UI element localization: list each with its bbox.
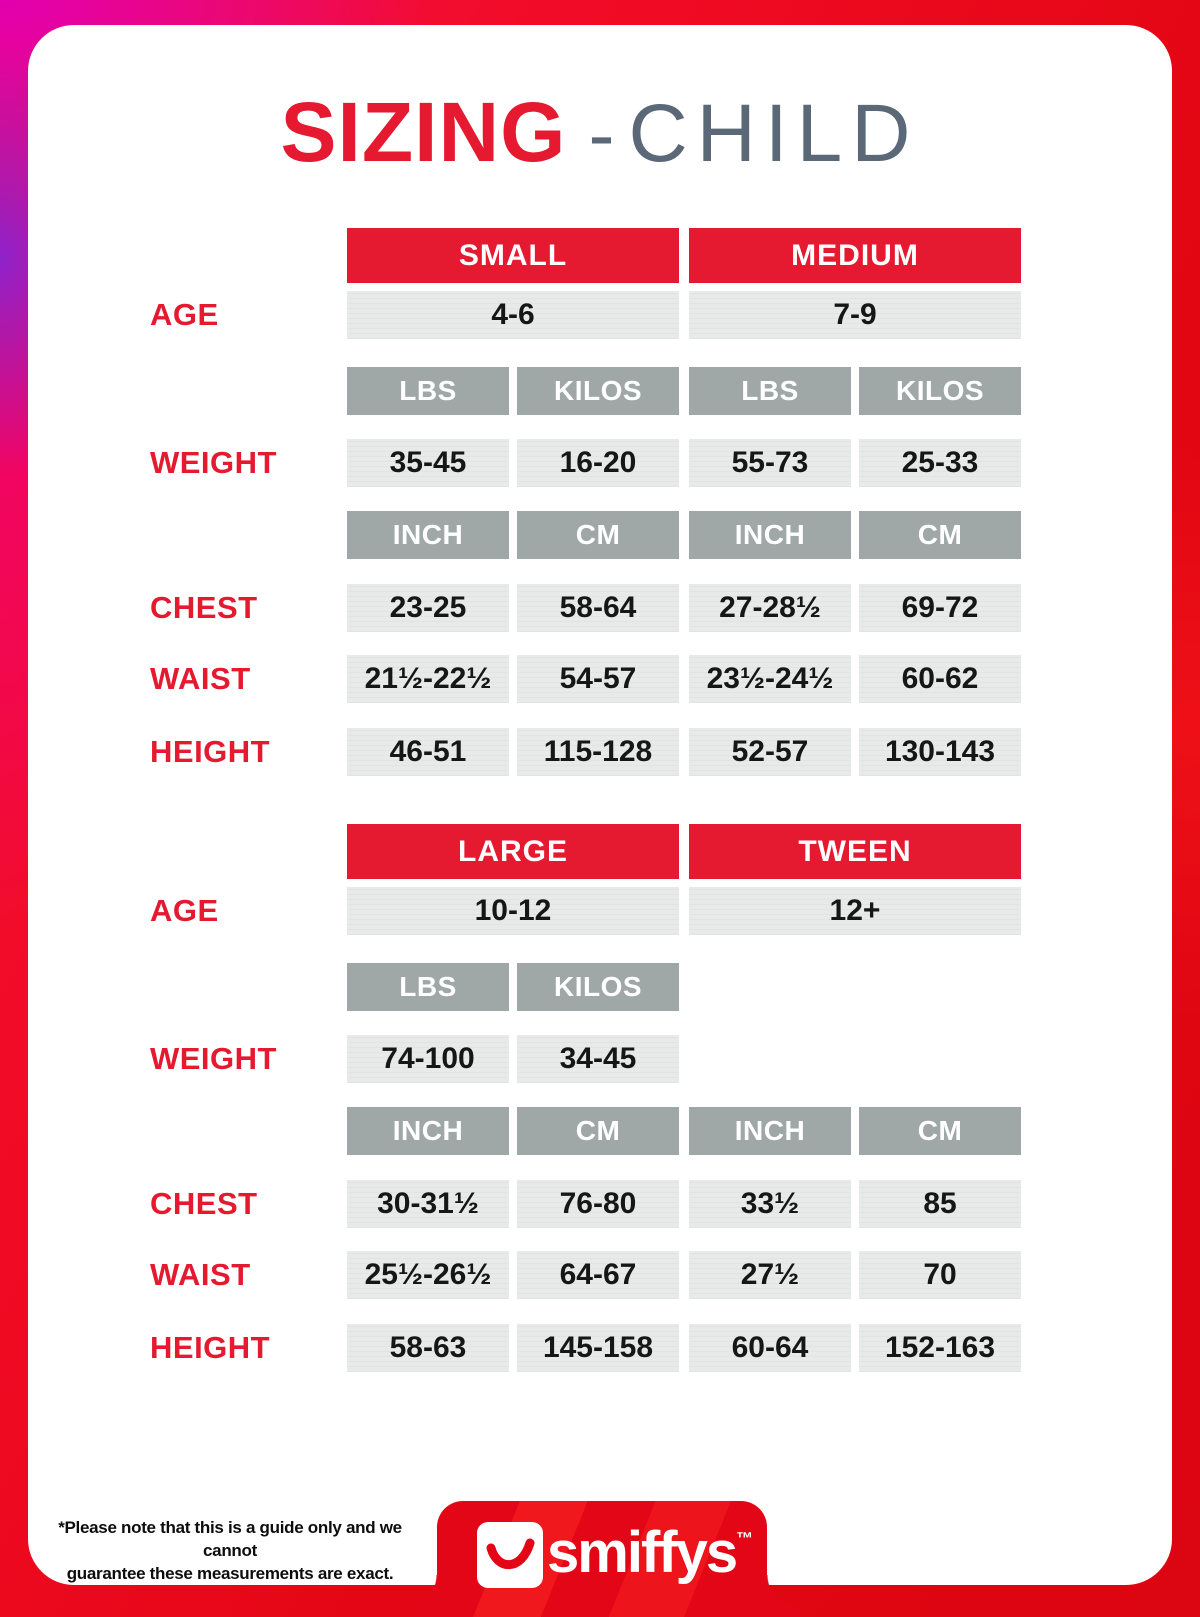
size-table-small-medium: SMALL MEDIUM AGE 4-6 7-9 LBS KILOS LBS K… xyxy=(150,228,1050,776)
chest-cell: 23-25 xyxy=(347,584,509,632)
weight-unit-header-row: LBS KILOS LBS KILOS xyxy=(150,367,1050,415)
spacer xyxy=(150,963,347,1011)
unit-header-inch: INCH xyxy=(347,511,509,559)
row-label-chest: CHEST xyxy=(150,590,258,625)
spacer xyxy=(150,228,347,283)
waist-cell: 70 xyxy=(859,1251,1021,1299)
row-label-waist: WAIST xyxy=(150,661,251,696)
waist-cell: 60-62 xyxy=(859,655,1021,703)
spacer xyxy=(150,511,347,559)
chest-cell: 85 xyxy=(859,1180,1021,1228)
row-label-chest: CHEST xyxy=(150,1186,258,1221)
title-separator: - xyxy=(588,90,615,178)
chest-cell: 30-31½ xyxy=(347,1180,509,1228)
row-label-age: AGE xyxy=(150,893,219,928)
chest-cell: 69-72 xyxy=(859,584,1021,632)
chest-cell: 27-28½ xyxy=(689,584,851,632)
waist-cell: 27½ xyxy=(689,1251,851,1299)
page-title: SIZING - CHILD xyxy=(0,84,1200,181)
unit-header-inch: INCH xyxy=(689,1107,851,1155)
weight-large-kilos-cell: 34-45 xyxy=(517,1035,679,1083)
disclaimer-line-1: *Please note that this is a guide only a… xyxy=(58,1518,402,1560)
size-header-row: SMALL MEDIUM xyxy=(150,228,1050,283)
size-header-medium: MEDIUM xyxy=(689,228,1021,283)
size-table-large-tween: LARGE TWEEN AGE 10-12 12+ LBS KILOS WEIG… xyxy=(150,824,1050,1372)
weight-row: WEIGHT 35-45 16-20 55-73 25-33 xyxy=(150,439,1050,487)
chest-cell: 76-80 xyxy=(517,1180,679,1228)
measure-unit-header-row: INCH CM INCH CM xyxy=(150,511,1050,559)
weight-row: WEIGHT 74-100 34-45 xyxy=(150,1035,1050,1083)
title-sizing: SIZING xyxy=(280,85,567,179)
age-tween-cell: 12+ xyxy=(689,887,1021,935)
age-large-cell: 10-12 xyxy=(347,887,679,935)
unit-header-inch: INCH xyxy=(347,1107,509,1155)
title-child: CHILD xyxy=(628,88,920,179)
unit-header-cm: CM xyxy=(517,1107,679,1155)
chest-cell: 58-64 xyxy=(517,584,679,632)
smiffys-wordmark: smiffys™ xyxy=(547,1519,753,1586)
size-header-tween: TWEEN xyxy=(689,824,1021,879)
weight-small-lbs-cell: 35-45 xyxy=(347,439,509,487)
height-cell: 46-51 xyxy=(347,728,509,776)
unit-header-lbs: LBS xyxy=(347,963,509,1011)
waist-cell: 25½-26½ xyxy=(347,1251,509,1299)
age-row: AGE 10-12 12+ xyxy=(150,887,1050,935)
measure-unit-header-row: INCH CM INCH CM xyxy=(150,1107,1050,1155)
height-row: HEIGHT 58-63 145-158 60-64 152-163 xyxy=(150,1324,1050,1372)
waist-row: WAIST 21½-22½ 54-57 23½-24½ 60-62 xyxy=(150,655,1050,703)
smiffys-smile-icon xyxy=(477,1522,543,1588)
unit-header-inch: INCH xyxy=(689,511,851,559)
weight-medium-lbs-cell: 55-73 xyxy=(689,439,851,487)
spacer xyxy=(150,1107,347,1155)
height-cell: 130-143 xyxy=(859,728,1021,776)
height-row: HEIGHT 46-51 115-128 52-57 130-143 xyxy=(150,728,1050,776)
waist-cell: 54-57 xyxy=(517,655,679,703)
unit-header-lbs: LBS xyxy=(347,367,509,415)
height-cell: 115-128 xyxy=(517,728,679,776)
chest-cell: 33½ xyxy=(689,1180,851,1228)
row-label-weight: WEIGHT xyxy=(150,1041,277,1076)
weight-large-lbs-cell: 74-100 xyxy=(347,1035,509,1083)
unit-header-lbs: LBS xyxy=(689,367,851,415)
waist-cell: 23½-24½ xyxy=(689,655,851,703)
disclaimer-line-2: guarantee these measurements are exact. xyxy=(66,1563,394,1583)
waist-cell: 64-67 xyxy=(517,1251,679,1299)
height-cell: 60-64 xyxy=(689,1324,851,1372)
chest-row: CHEST 30-31½ 76-80 33½ 85 xyxy=(150,1180,1050,1228)
unit-header-kilos: KILOS xyxy=(859,367,1021,415)
age-medium-cell: 7-9 xyxy=(689,291,1021,339)
row-label-age: AGE xyxy=(150,297,219,332)
size-header-large: LARGE xyxy=(347,824,679,879)
unit-header-kilos: KILOS xyxy=(517,367,679,415)
height-cell: 52-57 xyxy=(689,728,851,776)
size-header-row: LARGE TWEEN xyxy=(150,824,1050,879)
row-label-height: HEIGHT xyxy=(150,1330,271,1365)
smiffys-logo-tab: smiffys™ xyxy=(405,1501,799,1617)
weight-medium-kilos-cell: 25-33 xyxy=(859,439,1021,487)
trademark-symbol: ™ xyxy=(736,1529,754,1548)
age-row: AGE 4-6 7-9 xyxy=(150,291,1050,339)
height-cell: 145-158 xyxy=(517,1324,679,1372)
waist-cell: 21½-22½ xyxy=(347,655,509,703)
age-small-cell: 4-6 xyxy=(347,291,679,339)
brand-name: smiffys xyxy=(547,1520,738,1585)
row-label-height: HEIGHT xyxy=(150,734,271,769)
height-cell: 58-63 xyxy=(347,1324,509,1372)
weight-small-kilos-cell: 16-20 xyxy=(517,439,679,487)
unit-header-kilos: KILOS xyxy=(517,963,679,1011)
unit-header-cm: CM xyxy=(859,1107,1021,1155)
size-header-small: SMALL xyxy=(347,228,679,283)
row-label-weight: WEIGHT xyxy=(150,445,277,480)
disclaimer-note: *Please note that this is a guide only a… xyxy=(35,1517,425,1586)
unit-header-cm: CM xyxy=(517,511,679,559)
chest-row: CHEST 23-25 58-64 27-28½ 69-72 xyxy=(150,584,1050,632)
unit-header-cm: CM xyxy=(859,511,1021,559)
waist-row: WAIST 25½-26½ 64-67 27½ 70 xyxy=(150,1251,1050,1299)
spacer xyxy=(150,367,347,415)
weight-unit-header-row: LBS KILOS xyxy=(150,963,1050,1011)
row-label-waist: WAIST xyxy=(150,1257,251,1292)
spacer xyxy=(150,824,347,879)
height-cell: 152-163 xyxy=(859,1324,1021,1372)
